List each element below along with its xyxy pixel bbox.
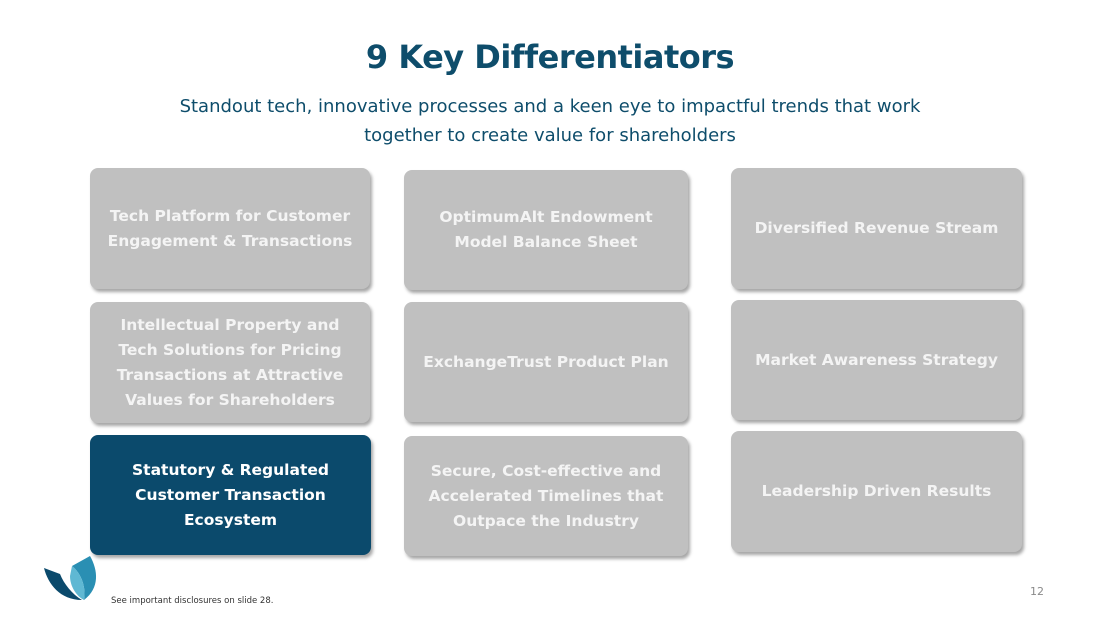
differentiator-label: Statutory & Regulated Customer Transacti…	[132, 460, 329, 529]
differentiator-card-tech-platform: Tech Platform for Customer Engagement & …	[90, 168, 370, 289]
differentiator-card-exchangetrust: ExchangeTrust Product Plan	[404, 302, 688, 422]
differentiator-card-secure-timelines: Secure, Cost-effective and Accelerated T…	[404, 436, 688, 556]
differentiator-card-intellectual-property: Intellectual Property and Tech Solutions…	[90, 302, 370, 423]
differentiator-label: Leadership Driven Results	[761, 482, 992, 500]
differentiator-card-market-awareness: Market Awareness Strategy	[731, 300, 1022, 420]
differentiator-label: Diversified Revenue Stream	[754, 219, 999, 237]
company-logo-icon	[44, 556, 97, 600]
page-number: 12	[1030, 585, 1044, 598]
differentiator-label: Tech Platform for Customer Engagement & …	[107, 206, 353, 250]
differentiator-label: OptimumAlt Endowment Model Balance Sheet	[439, 208, 653, 251]
disclosure-note: See important disclosures on slide 28.	[111, 596, 274, 606]
differentiator-label: Intellectual Property and Tech Solutions…	[116, 315, 344, 409]
page-title: 9 Key Differentiators	[365, 38, 735, 76]
differentiator-label: ExchangeTrust Product Plan	[423, 352, 669, 371]
differentiator-card-optimumalt: OptimumAlt Endowment Model Balance Sheet	[404, 170, 688, 290]
differentiator-label: Market Awareness Strategy	[755, 350, 998, 369]
differentiator-card-revenue-stream: Diversified Revenue Stream	[731, 168, 1022, 289]
differentiator-card-leadership: Leadership Driven Results	[731, 431, 1022, 552]
differentiator-card-statutory-regulated: Statutory & Regulated Customer Transacti…	[90, 435, 371, 555]
differentiator-label: Secure, Cost-effective and Accelerated T…	[428, 461, 664, 530]
page-subtitle: Standout tech, innovative processes and …	[179, 96, 921, 146]
